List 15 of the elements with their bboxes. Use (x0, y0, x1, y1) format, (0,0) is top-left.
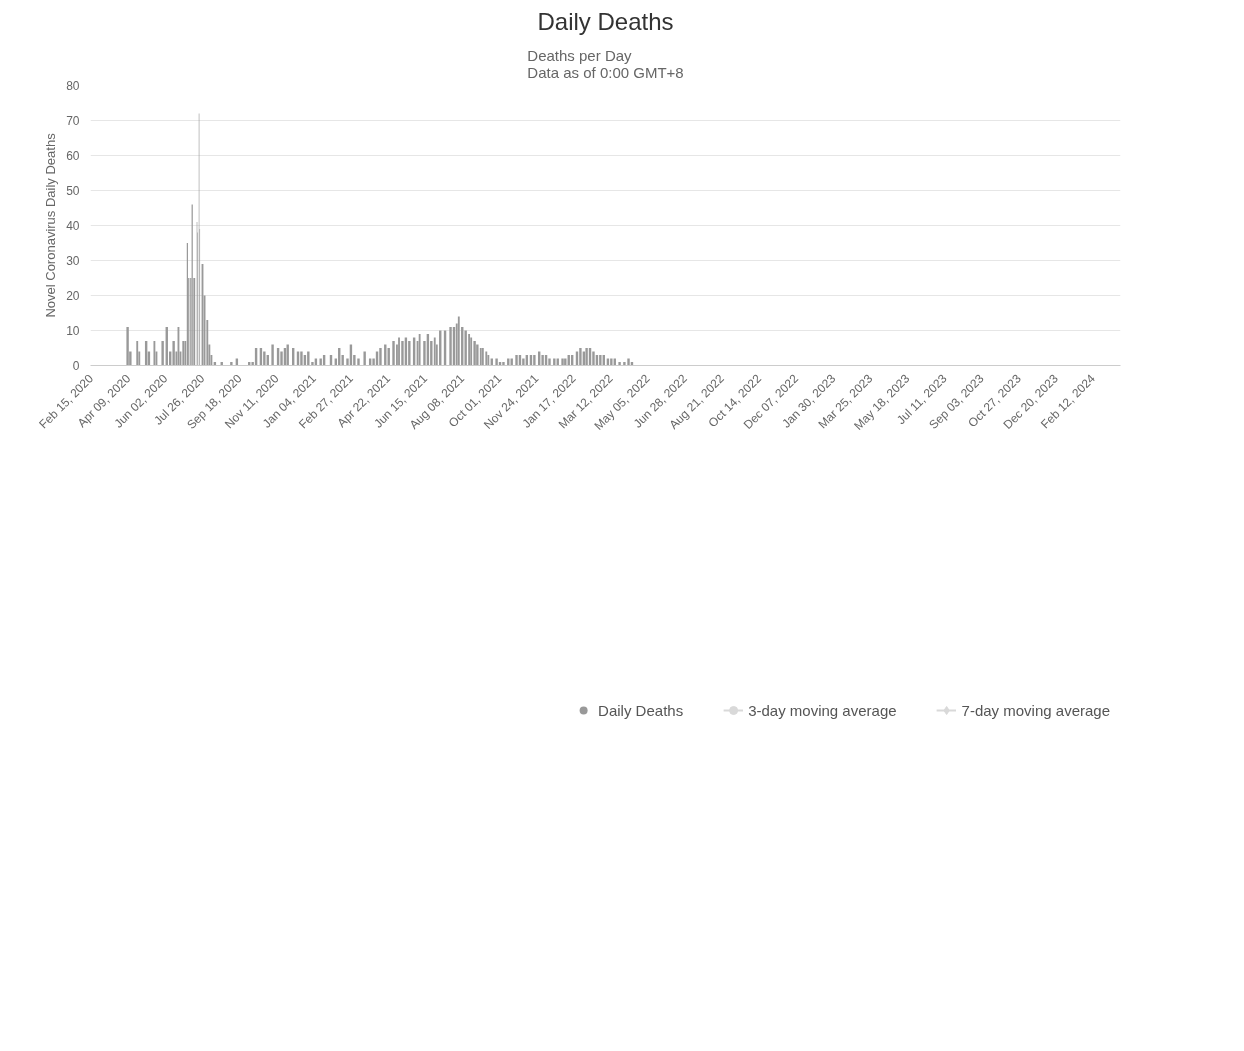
y-tick-label: 0 (72, 359, 80, 373)
y-tick-label: 70 (66, 114, 80, 128)
y-axis-title: Novel Coronavirus Daily Deaths (43, 132, 59, 318)
y-tick-label: 20 (66, 289, 80, 303)
y-tick-label: 80 (66, 79, 80, 93)
y-tick-label: 30 (66, 254, 80, 268)
y-tick-label: 50 (66, 184, 80, 198)
legend-label: 3-day moving average (748, 701, 897, 719)
y-tick-label: 40 (66, 219, 80, 233)
legend-label: 7-day moving average (961, 701, 1110, 719)
y-tick-label: 60 (66, 149, 80, 163)
y-tick-label: 10 (66, 324, 80, 338)
chart-title: Daily Deaths (537, 7, 674, 35)
legend-label: Daily Deaths (598, 701, 684, 719)
chart-subtitle: Deaths per Day Data as of 0:00 GMT+8 (527, 46, 684, 81)
